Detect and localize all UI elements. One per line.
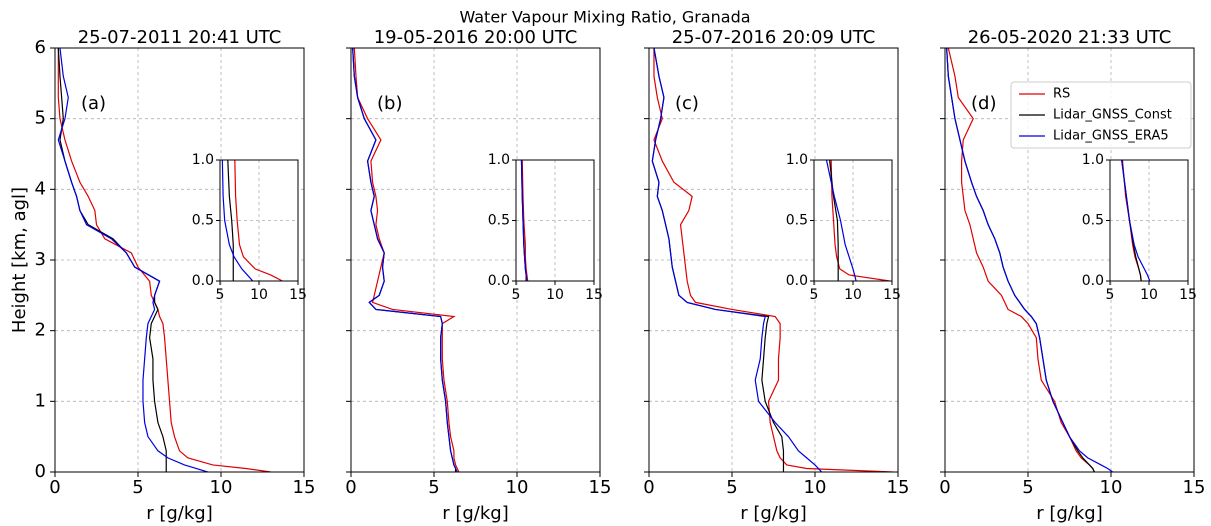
y-tick-label: 3 <box>35 249 46 270</box>
legend-label: RS <box>1053 87 1070 102</box>
inset-x-tick-label: 15 <box>883 287 901 303</box>
x-tick-label: 10 <box>804 477 827 498</box>
x-tick-label: 0 <box>939 477 950 498</box>
series-line <box>352 48 458 472</box>
panel-label: (b) <box>377 93 402 114</box>
inset-x-tick-label: 5 <box>216 287 225 303</box>
panel-title: 19-05-2016 20:00 UTC <box>374 27 578 48</box>
inset-x-tick-label: 10 <box>250 287 268 303</box>
inset-x-tick-label: 15 <box>289 287 307 303</box>
x-tick-label: 15 <box>887 477 910 498</box>
series-line <box>221 160 254 281</box>
series-line <box>521 160 529 281</box>
y-tick-label: 0 <box>35 461 46 482</box>
inset-x-tick-label: 5 <box>810 287 819 303</box>
x-tick-label: 0 <box>643 477 654 498</box>
inset-y-tick-label: 0.0 <box>488 273 510 289</box>
y-tick-label: 1 <box>35 390 46 411</box>
x-tick-label: 5 <box>428 477 439 498</box>
legend-label: Lidar_GNSS_ERA5 <box>1053 129 1169 144</box>
plot-lines <box>946 48 1114 472</box>
inset-x-tick-label: 5 <box>512 287 521 303</box>
panel: 0 5 10 15 0 1 2 3 4 5 6 25-07-2011 20:41 UTC (a) r [g… <box>9 27 316 524</box>
inset-y-tick-label: 0.0 <box>192 273 214 289</box>
x-tick-label: 15 <box>589 477 612 498</box>
series-line <box>57 48 208 472</box>
panel-title: 25-07-2016 20:09 UTC <box>672 27 876 48</box>
inset-lines <box>221 160 283 281</box>
x-tick-label: 0 <box>49 477 60 498</box>
x-tick-label: 15 <box>1183 477 1206 498</box>
x-axis-label: r [g/kg] <box>442 503 509 524</box>
panel-label: (d) <box>971 93 996 114</box>
y-tick-label: 5 <box>35 108 46 129</box>
inset-y-tick-label: 0.5 <box>786 213 808 229</box>
inset-y-tick-label: 0.0 <box>786 273 808 289</box>
x-axis-label: r [g/kg] <box>146 503 213 524</box>
panel-label: (c) <box>675 93 699 114</box>
legend-label: Lidar_GNSS_Const <box>1053 108 1172 123</box>
inset-y-tick-label: 1.0 <box>192 152 214 168</box>
inset: 5 10 15 0.0 0.5 1.0 <box>786 152 901 303</box>
y-axis-label: Height [km, agl] <box>9 187 30 333</box>
x-tick-label: 10 <box>506 477 529 498</box>
series-line <box>946 48 1114 472</box>
inset-lines <box>825 160 890 281</box>
inset-lines <box>520 160 529 281</box>
series-line <box>830 160 890 281</box>
legend: RS Lidar_GNSS_Const Lidar_GNSS_ERA5 <box>1010 81 1192 149</box>
inset-x-tick-label: 10 <box>844 287 862 303</box>
series-line <box>57 48 271 472</box>
inset-x-tick-label: 15 <box>1179 287 1197 303</box>
inset-x-tick-label: 10 <box>546 287 564 303</box>
panel-title: 26-05-2020 21:33 UTC <box>968 27 1172 48</box>
x-tick-label: 5 <box>132 477 143 498</box>
plot-lines <box>651 48 894 472</box>
inset-y-tick-label: 1.0 <box>786 152 808 168</box>
inset: 5 10 15 0.0 0.5 1.0 <box>1082 152 1197 303</box>
inset-lines <box>1121 160 1151 281</box>
inset-y-tick-label: 0.5 <box>488 213 510 229</box>
series-line <box>825 160 857 281</box>
inset-y-tick-label: 0.5 <box>1082 213 1104 229</box>
legend-box <box>1010 81 1192 149</box>
panel-label: (a) <box>81 93 106 114</box>
x-tick-label: 15 <box>293 477 316 498</box>
series-line <box>1121 160 1151 281</box>
inset-y-tick-label: 0.5 <box>192 213 214 229</box>
inset-x-tick-label: 10 <box>1140 287 1158 303</box>
y-tick-label: 6 <box>35 37 46 58</box>
x-axis-label: r [g/kg] <box>1036 503 1103 524</box>
panel-title: 25-07-2011 20:41 UTC <box>78 27 282 48</box>
x-tick-label: 10 <box>210 477 233 498</box>
series-line <box>651 48 823 472</box>
series-line <box>828 160 839 281</box>
inset-y-tick-label: 1.0 <box>1082 152 1104 168</box>
y-tick-label: 4 <box>35 178 46 199</box>
inset-y-tick-label: 1.0 <box>488 152 510 168</box>
inset: 5 10 15 0.0 0.5 1.0 <box>488 152 603 303</box>
inset-y-tick-label: 0.0 <box>1082 273 1104 289</box>
series-line <box>227 160 234 281</box>
inset-x-tick-label: 5 <box>1106 287 1115 303</box>
y-tick-label: 2 <box>35 320 46 341</box>
plot-lines <box>57 48 271 472</box>
x-tick-label: 10 <box>1100 477 1123 498</box>
series-line <box>520 160 528 281</box>
series-line <box>234 160 283 281</box>
series-line <box>653 48 894 472</box>
inset: 5 10 15 0.0 0.5 1.0 <box>192 152 307 303</box>
inset-x-tick-label: 15 <box>585 287 603 303</box>
x-tick-label: 0 <box>345 477 356 498</box>
x-tick-label: 5 <box>726 477 737 498</box>
x-axis-label: r [g/kg] <box>740 503 807 524</box>
plot-lines <box>352 48 460 472</box>
x-tick-label: 5 <box>1022 477 1033 498</box>
figure-title: Water Vapour Mixing Ratio, Granada <box>459 8 750 27</box>
